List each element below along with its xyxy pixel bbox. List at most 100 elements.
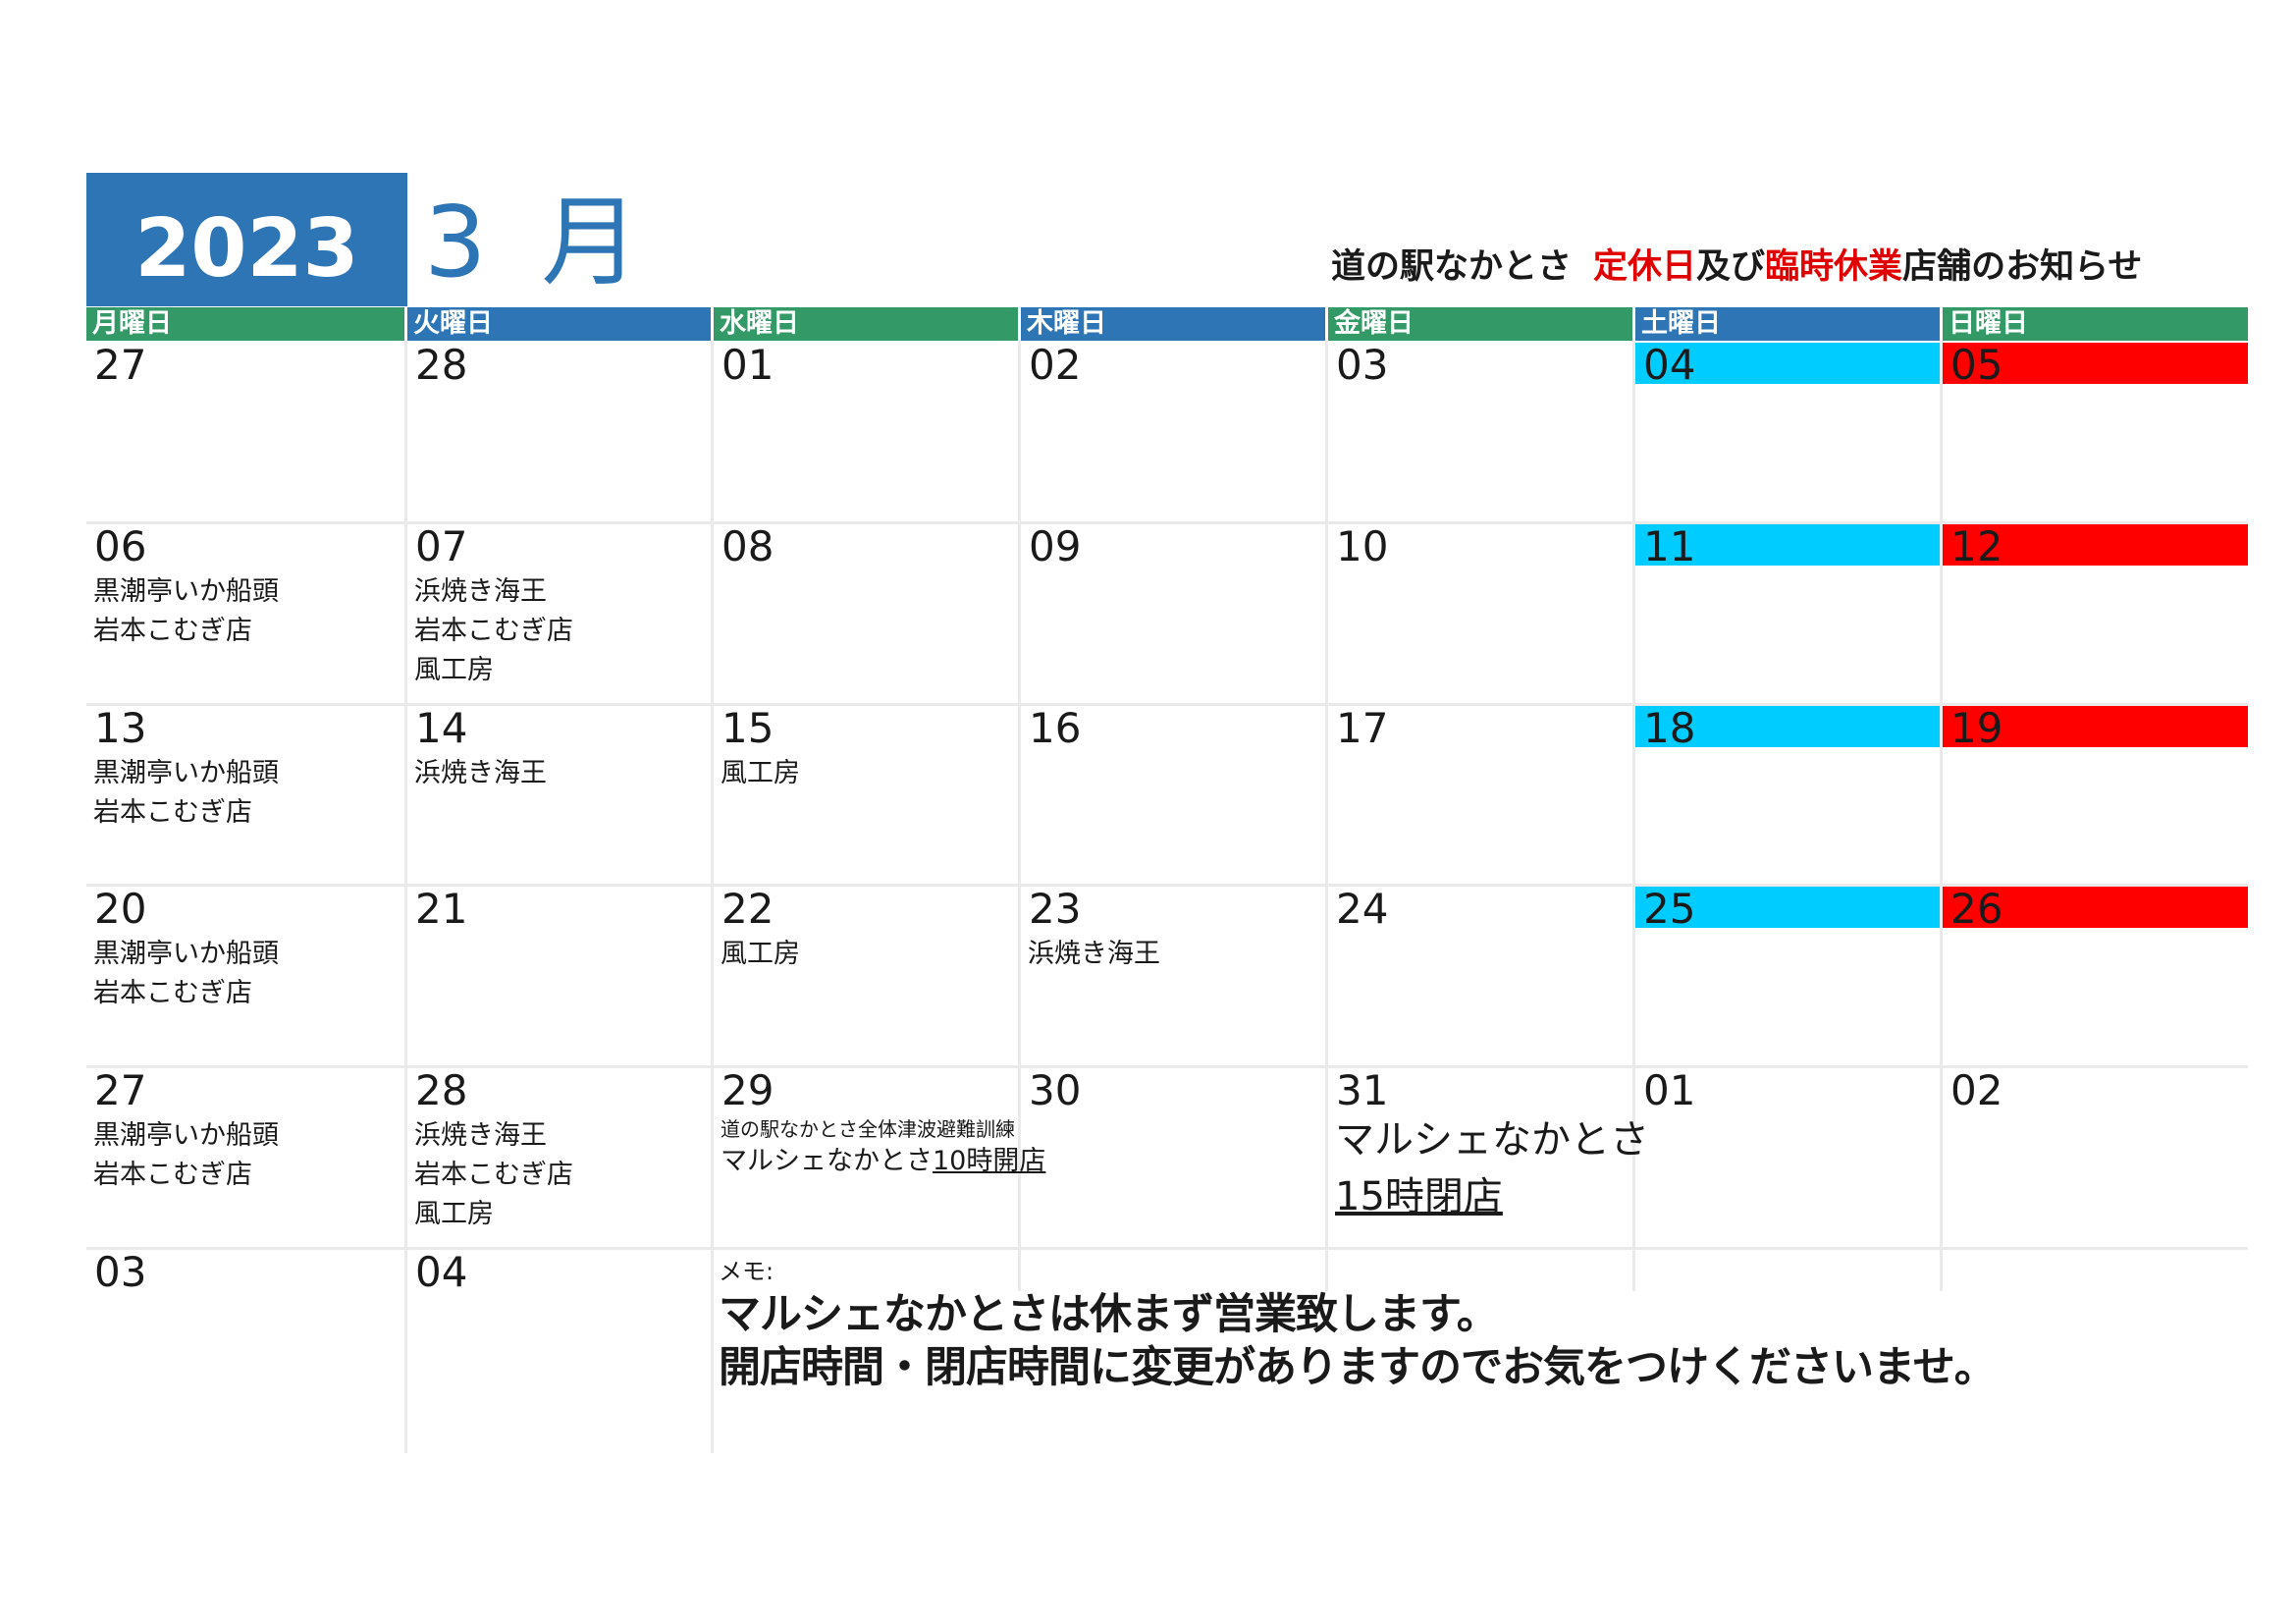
grid-line <box>86 1247 2248 1250</box>
day-cell: 23 浜焼き海王 <box>1021 887 1325 1065</box>
grid-line <box>1018 341 1021 1291</box>
month-title: 3 月 <box>424 185 652 299</box>
closed-shop-list: 黒潮亭いか船頭 岩本こむぎ店 <box>93 1116 279 1195</box>
shop-name: 風工房 <box>721 939 800 969</box>
day-cell: 16 <box>1021 706 1325 884</box>
day-number: 02 <box>1950 1066 2003 1114</box>
day-cell: 30 <box>1021 1068 1325 1247</box>
notice-heading: 道の駅なかとさ 定休日及び臨時休業店舗のお知らせ <box>1331 243 2142 291</box>
day-cell: 31 マルシェなかとさ 15時閉店 <box>1328 1066 1649 1247</box>
closed-shop-list: 風工房 <box>721 935 800 974</box>
day-number: 04 <box>415 1248 468 1296</box>
notice-station: 道の駅なかとさ <box>1331 246 1573 287</box>
year-label: 2023 <box>134 202 359 296</box>
day-number: 30 <box>1029 1066 1082 1114</box>
shop-name: 黒潮亭いか船頭 <box>93 939 279 969</box>
memo-text: マルシェなかとさは休まず営業致します。 開店時間・閉店時間に変更がありますのでお… <box>719 1288 1997 1394</box>
weekday-saturday: 土曜日 <box>1635 307 1940 341</box>
shop-name: 黒潮亭いか船頭 <box>93 576 279 607</box>
sunday-highlight <box>1943 706 2248 747</box>
year-banner: 2023 <box>86 173 407 306</box>
day-cell-sunday: 05 <box>1943 343 2248 521</box>
day-number: 24 <box>1336 885 1389 933</box>
saturday-highlight <box>1635 706 1940 747</box>
day-cell-saturday: 18 <box>1635 706 1940 884</box>
saturday-highlight <box>1635 524 1940 566</box>
closed-shop-list: 浜焼き海王 <box>1028 935 1160 974</box>
closed-shop-list: 風工房 <box>721 754 800 793</box>
day-number: 28 <box>415 1066 468 1114</box>
grid-line <box>86 1065 2248 1068</box>
day-cell: 13 黒潮亭いか船頭 岩本こむぎ店 <box>86 706 404 884</box>
day-number: 26 <box>1950 885 2003 933</box>
day-cell: 17 <box>1328 706 1632 884</box>
day-number: 07 <box>415 522 468 570</box>
shop-name: 黒潮亭いか船頭 <box>93 758 279 788</box>
day-number: 21 <box>415 885 468 933</box>
grid-line <box>711 341 714 1453</box>
day-cell: 21 <box>407 887 711 1065</box>
memo-line: マルシェなかとさは休まず営業致します。 <box>719 1290 1499 1339</box>
day-cell: 01 <box>714 343 1018 521</box>
shop-name: 岩本こむぎ店 <box>93 797 252 828</box>
grid-line <box>86 521 2248 524</box>
day-number: 14 <box>415 704 468 752</box>
day-number: 06 <box>94 522 147 570</box>
day-cell: 02 <box>1021 343 1325 521</box>
day-cell: 07 浜焼き海王 岩本こむぎ店 風工房 <box>407 524 711 703</box>
sunday-highlight <box>1943 887 2248 928</box>
day-number: 27 <box>94 1066 147 1114</box>
day-number: 18 <box>1643 704 1696 752</box>
marche-name: マルシェなかとさ <box>721 1146 933 1176</box>
shop-name: 浜焼き海王 <box>414 576 547 607</box>
day-number: 04 <box>1643 341 1696 389</box>
day-cell: 10 <box>1328 524 1632 703</box>
day-number: 31 <box>1336 1066 1389 1114</box>
day-cell: 22 風工房 <box>714 887 1018 1065</box>
day-cell: 04 <box>407 1250 711 1453</box>
shop-name: 岩本こむぎ店 <box>93 1160 252 1190</box>
notice-temporary-closure: 臨時休業 <box>1765 246 1903 287</box>
day-cell-sunday: 12 <box>1943 524 2248 703</box>
notice-tail: 店舗のお知らせ <box>1902 246 2143 287</box>
day-cell: 02 <box>1943 1068 2248 1247</box>
closed-shop-list: 黒潮亭いか船頭 岩本こむぎ店 <box>93 754 279 833</box>
shop-name: 岩本こむぎ店 <box>414 616 573 646</box>
sunday-highlight <box>1943 524 2248 566</box>
day-number: 23 <box>1029 885 1082 933</box>
day-cell-sunday: 26 <box>1943 887 2248 1065</box>
day-cell: 14 浜焼き海王 <box>407 706 711 884</box>
day-number: 16 <box>1029 704 1082 752</box>
shop-name: 浜焼き海王 <box>1028 939 1160 969</box>
day-number: 12 <box>1950 522 2003 570</box>
shop-name: 浜焼き海王 <box>414 758 547 788</box>
day-cell: 27 <box>86 343 404 521</box>
day-number: 01 <box>721 341 774 389</box>
notice-and: 及び <box>1696 246 1766 287</box>
day-number: 10 <box>1336 522 1389 570</box>
day-cell-saturday: 25 <box>1635 887 1940 1065</box>
day-cell: 08 <box>714 524 1018 703</box>
day-cell: 24 <box>1328 887 1632 1065</box>
saturday-highlight <box>1635 887 1940 928</box>
grid-line <box>1325 341 1328 1291</box>
opening-time: 10時開店 <box>933 1146 1046 1176</box>
day-number: 01 <box>1643 1066 1696 1114</box>
day-number: 22 <box>721 885 774 933</box>
day-number: 27 <box>94 341 147 389</box>
memo-line: 開店時間・閉店時間に変更がありますのでお気をつけくださいませ。 <box>719 1343 1997 1392</box>
day-cell: 27 黒潮亭いか船頭 岩本こむぎ店 <box>86 1068 404 1247</box>
day-number: 11 <box>1643 522 1696 570</box>
shop-name: 浜焼き海王 <box>414 1120 547 1151</box>
day-number: 08 <box>721 522 774 570</box>
shop-name: 風工房 <box>721 758 800 788</box>
grid-line <box>86 884 2248 887</box>
day-number: 13 <box>94 704 147 752</box>
day-cell: 03 <box>86 1250 404 1453</box>
day-number: 15 <box>721 704 774 752</box>
day-cell-saturday: 11 <box>1635 524 1940 703</box>
day-number: 02 <box>1029 341 1082 389</box>
grid-line <box>1940 341 1943 1291</box>
day-cell: 01 <box>1635 1068 1940 1247</box>
day-number: 29 <box>721 1066 774 1114</box>
